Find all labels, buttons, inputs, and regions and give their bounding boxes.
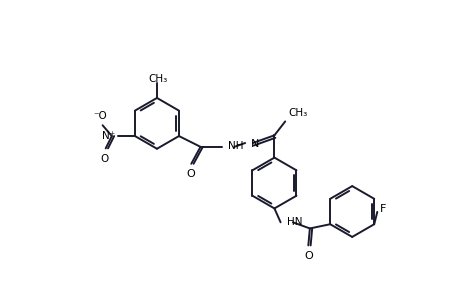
Text: N: N	[251, 139, 259, 149]
Text: CH₃: CH₃	[148, 74, 167, 84]
Text: O: O	[101, 154, 109, 164]
Text: N⁺: N⁺	[103, 131, 116, 141]
Text: O: O	[305, 251, 313, 261]
Text: NH: NH	[228, 141, 244, 151]
Text: CH₃: CH₃	[288, 108, 308, 117]
Text: ⁻O: ⁻O	[93, 111, 107, 122]
Text: O: O	[186, 169, 195, 179]
Text: F: F	[380, 204, 386, 214]
Text: HN: HN	[287, 217, 302, 227]
